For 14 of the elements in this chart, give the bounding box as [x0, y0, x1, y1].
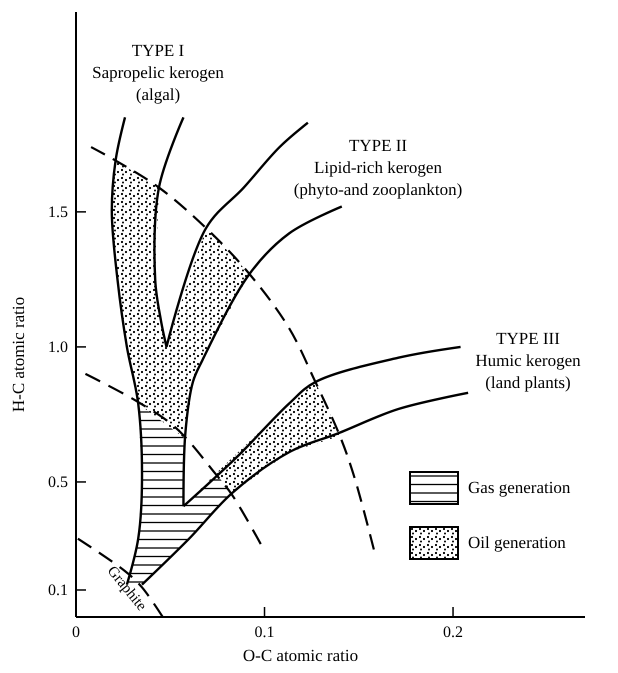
- y-tick-label: 0.5: [48, 474, 68, 491]
- legend-label: Gas generation: [468, 478, 571, 497]
- y-tick-label: 1.0: [48, 338, 68, 356]
- y-axis-title: H-C atomic ratio: [9, 296, 28, 412]
- x-tick-label: 0.1: [254, 624, 275, 641]
- annotation: TYPE I Sapropelic kerogen (algal): [92, 41, 224, 104]
- x-tick-label: 0: [72, 624, 80, 641]
- y-tick-label: 1.5: [48, 204, 68, 221]
- x-axis-title: O-C atomic ratio: [242, 646, 358, 665]
- annotation: TYPE III Humic kerogen (land plants): [475, 329, 582, 392]
- legend-label: Oil generation: [468, 533, 566, 552]
- x-tick-label: 0.2: [443, 624, 464, 641]
- annotation: TYPE II Lipid-rich kerogen (phyto-and zooplankton): [294, 136, 462, 199]
- y-tick-label: 0.1: [48, 582, 68, 599]
